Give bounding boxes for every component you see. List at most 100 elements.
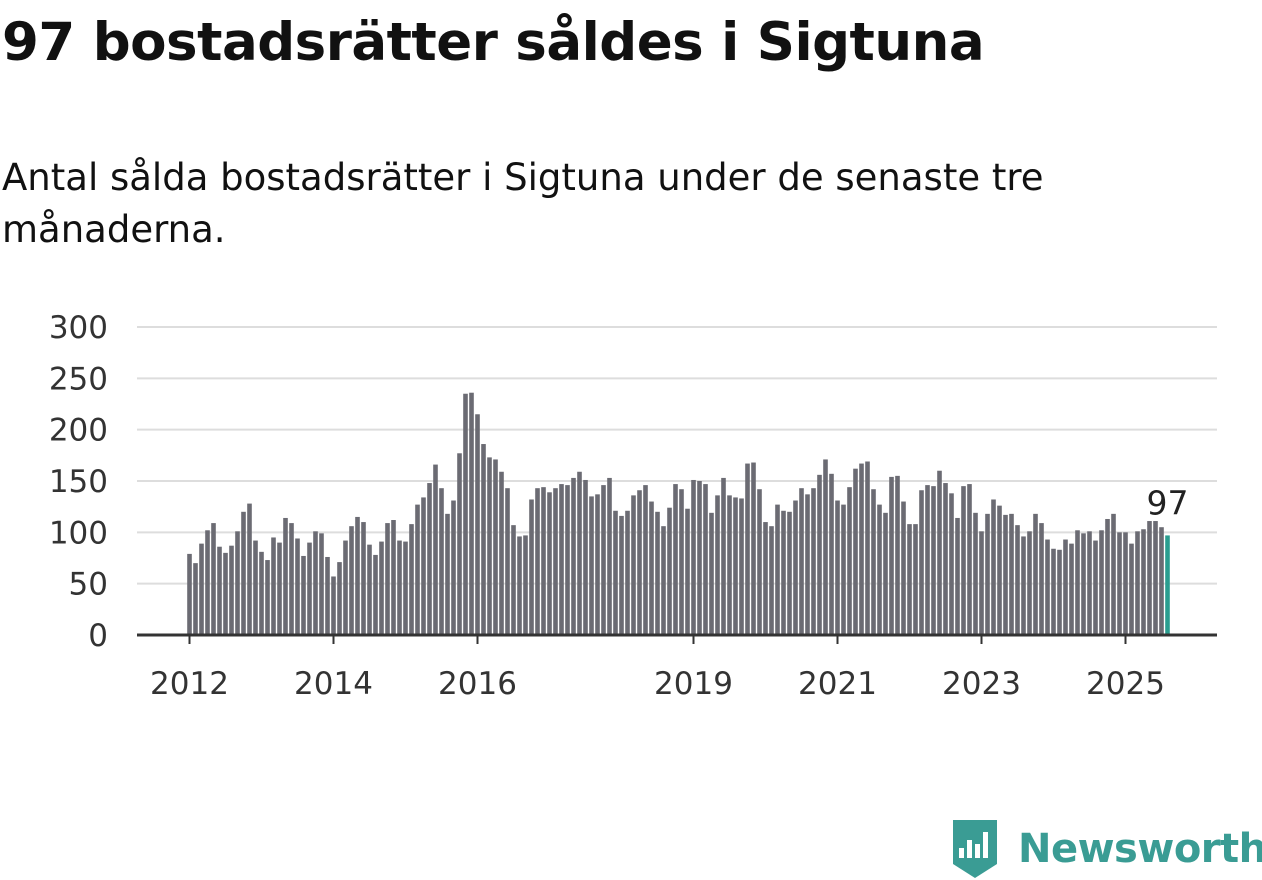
bar bbox=[1009, 513, 1014, 635]
x-tick-label: 2025 bbox=[1086, 666, 1165, 702]
bar bbox=[1003, 514, 1008, 635]
y-tick-label: 0 bbox=[88, 618, 108, 654]
bar bbox=[619, 515, 624, 635]
bar bbox=[319, 533, 324, 635]
bar bbox=[439, 488, 444, 635]
bar bbox=[403, 541, 408, 635]
bar bbox=[883, 512, 888, 635]
bar bbox=[325, 556, 330, 635]
bar bbox=[553, 488, 558, 635]
bar bbox=[481, 444, 486, 635]
bar bbox=[1027, 531, 1032, 635]
bar bbox=[913, 524, 918, 635]
bar bbox=[727, 495, 732, 635]
bar bbox=[769, 526, 774, 635]
bar bbox=[349, 526, 354, 635]
bar bbox=[265, 560, 270, 635]
bar bbox=[637, 490, 642, 635]
bar bbox=[1081, 533, 1086, 635]
bar bbox=[607, 477, 612, 635]
bar bbox=[901, 501, 906, 635]
bar bbox=[577, 471, 582, 635]
bar bbox=[1075, 530, 1080, 635]
bar bbox=[937, 470, 942, 635]
bar bbox=[613, 510, 618, 635]
bar bbox=[1087, 531, 1092, 635]
bar bbox=[385, 523, 390, 635]
bar bbox=[985, 513, 990, 635]
bar bbox=[853, 468, 858, 635]
bar bbox=[463, 393, 468, 635]
bar bbox=[949, 493, 954, 635]
bar bbox=[307, 542, 312, 635]
bar bbox=[1021, 536, 1026, 635]
bar bbox=[517, 536, 522, 635]
bar bbox=[535, 488, 540, 635]
bar bbox=[625, 510, 630, 635]
newsworthy-logo: Newsworthy bbox=[950, 818, 1262, 880]
bar bbox=[301, 555, 306, 635]
y-tick-label: 150 bbox=[49, 464, 108, 500]
bar bbox=[415, 504, 420, 635]
bar bbox=[475, 414, 480, 635]
bar bbox=[1141, 529, 1146, 635]
bar bbox=[511, 525, 516, 635]
bar bbox=[967, 484, 972, 635]
bar bbox=[763, 522, 768, 635]
bar bbox=[361, 522, 366, 635]
bar bbox=[865, 461, 870, 635]
y-tick-label: 50 bbox=[69, 567, 108, 603]
bar bbox=[1159, 527, 1164, 635]
bar bbox=[445, 513, 450, 635]
bar bbox=[199, 543, 204, 635]
y-tick-label: 300 bbox=[49, 310, 108, 346]
bar bbox=[691, 479, 696, 635]
bar bbox=[1033, 513, 1038, 635]
x-tick-label: 2014 bbox=[294, 666, 373, 702]
bar bbox=[337, 562, 342, 635]
bar bbox=[817, 474, 822, 635]
bar bbox=[799, 488, 804, 635]
bar bbox=[313, 531, 318, 635]
bar bbox=[343, 540, 348, 635]
bar bbox=[919, 490, 924, 635]
bar bbox=[709, 512, 714, 635]
bar bbox=[673, 484, 678, 635]
bar bbox=[451, 500, 456, 635]
y-tick-label: 100 bbox=[49, 515, 108, 551]
bar bbox=[229, 545, 234, 635]
bar bbox=[895, 475, 900, 635]
bar bbox=[973, 512, 978, 635]
bar bbox=[421, 497, 426, 635]
bar bbox=[685, 508, 690, 635]
bar bbox=[889, 476, 894, 635]
bar-highlight bbox=[1165, 535, 1170, 635]
bar bbox=[1129, 543, 1134, 635]
bar bbox=[655, 511, 660, 635]
bar bbox=[1015, 525, 1020, 635]
bar bbox=[805, 494, 810, 635]
bar-chart: 0 50 100 150 200 250 300 2012 2014 2016 2019 2021 20… bbox=[49, 310, 1217, 702]
bar bbox=[1147, 521, 1152, 635]
bar bbox=[187, 553, 192, 635]
bar bbox=[283, 517, 288, 635]
y-tick-label: 200 bbox=[49, 413, 108, 449]
bar bbox=[295, 538, 300, 635]
bar bbox=[829, 473, 834, 635]
bar bbox=[193, 563, 198, 635]
bar bbox=[679, 489, 684, 635]
bar bbox=[571, 477, 576, 635]
bar bbox=[469, 392, 474, 635]
bar bbox=[367, 544, 372, 635]
bar bbox=[487, 457, 492, 635]
bar bbox=[739, 498, 744, 635]
bar bbox=[565, 485, 570, 635]
bar bbox=[877, 504, 882, 635]
bar bbox=[697, 481, 702, 635]
newsworthy-logo-text: Newsworthy bbox=[1018, 826, 1262, 872]
bar bbox=[529, 499, 534, 635]
bar bbox=[793, 500, 798, 635]
highlight-value-label: 97 bbox=[1147, 483, 1189, 522]
x-tick-label: 2016 bbox=[438, 666, 517, 702]
bar bbox=[379, 541, 384, 635]
